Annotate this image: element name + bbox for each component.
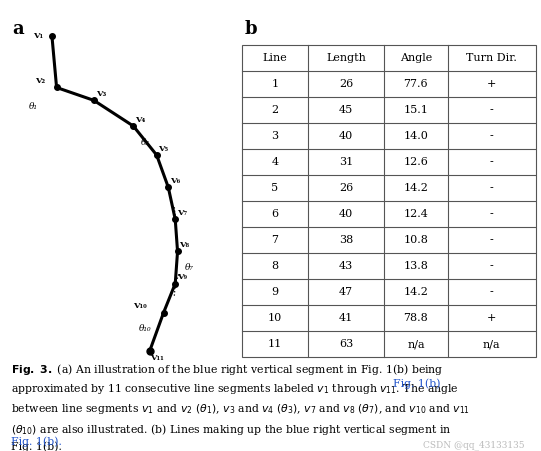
- Text: 43: 43: [339, 261, 353, 271]
- Text: V₁₀: V₁₀: [134, 302, 147, 310]
- Text: V₆: V₆: [170, 177, 180, 185]
- Text: 7: 7: [272, 235, 279, 245]
- Text: 9: 9: [272, 287, 279, 297]
- Text: 40: 40: [339, 209, 353, 219]
- Text: 38: 38: [339, 235, 353, 245]
- Text: 8: 8: [272, 261, 279, 271]
- Text: a: a: [12, 20, 24, 38]
- Text: n/a: n/a: [407, 339, 425, 350]
- Text: 10.8: 10.8: [404, 235, 428, 245]
- Text: V₁₁: V₁₁: [150, 354, 163, 362]
- Text: 31: 31: [339, 157, 353, 167]
- Text: -: -: [490, 287, 493, 297]
- Text: -: -: [490, 235, 493, 245]
- Text: θ₁₀: θ₁₀: [138, 324, 151, 333]
- Text: 77.6: 77.6: [404, 79, 428, 89]
- Text: 26: 26: [339, 79, 353, 89]
- Text: 12.6: 12.6: [404, 157, 428, 167]
- Text: 3: 3: [272, 131, 279, 141]
- Text: CSDN @qq_43133135: CSDN @qq_43133135: [424, 441, 525, 450]
- Text: -: -: [490, 209, 493, 219]
- Text: V₅: V₅: [159, 145, 169, 152]
- Text: V₁: V₁: [33, 32, 43, 40]
- Text: Length: Length: [326, 53, 366, 63]
- Text: 40: 40: [339, 131, 353, 141]
- Text: Fig. 1(b): Fig. 1(b): [393, 379, 440, 389]
- Text: 14.2: 14.2: [404, 287, 428, 297]
- Text: b: b: [245, 20, 258, 38]
- Text: n/a: n/a: [483, 339, 500, 350]
- Text: 11: 11: [268, 339, 282, 350]
- Text: -: -: [490, 105, 493, 115]
- Text: 14.2: 14.2: [404, 183, 428, 193]
- Text: 1: 1: [272, 79, 279, 89]
- Text: 15.1: 15.1: [404, 105, 428, 115]
- Text: V₂: V₂: [35, 77, 45, 85]
- Text: 10: 10: [268, 313, 282, 323]
- Text: 78.8: 78.8: [404, 313, 428, 323]
- Text: Angle: Angle: [400, 53, 432, 63]
- Text: -: -: [490, 183, 493, 193]
- Text: 47: 47: [339, 287, 353, 297]
- Text: 2: 2: [272, 105, 279, 115]
- Text: 14.0: 14.0: [404, 131, 428, 141]
- Text: V₃: V₃: [96, 90, 106, 98]
- Text: θ₃: θ₃: [141, 138, 149, 147]
- Text: 4: 4: [272, 157, 279, 167]
- Text: V₇: V₇: [177, 209, 187, 217]
- Text: $\bf{Fig.\ 3.}$ (a) An illustration of the blue right vertical segment in Fig. 1: $\bf{Fig.\ 3.}$ (a) An illustration of t…: [11, 362, 470, 451]
- Text: θ₇: θ₇: [184, 263, 194, 272]
- Text: -: -: [490, 131, 493, 141]
- Text: 63: 63: [339, 339, 353, 350]
- Text: 5: 5: [272, 183, 279, 193]
- Text: Line: Line: [263, 53, 287, 63]
- Text: +: +: [487, 79, 496, 89]
- Text: -: -: [490, 261, 493, 271]
- Text: Fig. 1(b).: Fig. 1(b).: [11, 437, 62, 447]
- Text: V₄: V₄: [135, 115, 146, 124]
- Text: 6: 6: [272, 209, 279, 219]
- Text: V₉: V₉: [177, 273, 187, 281]
- Text: +: +: [487, 313, 496, 323]
- Text: θ₁: θ₁: [29, 102, 38, 111]
- Text: 12.4: 12.4: [404, 209, 428, 219]
- Text: -: -: [490, 157, 493, 167]
- Text: Turn Dir.: Turn Dir.: [466, 53, 517, 63]
- Text: V₈: V₈: [180, 241, 189, 249]
- Text: 45: 45: [339, 105, 353, 115]
- Text: 13.8: 13.8: [404, 261, 428, 271]
- Text: 41: 41: [339, 313, 353, 323]
- Text: 26: 26: [339, 183, 353, 193]
